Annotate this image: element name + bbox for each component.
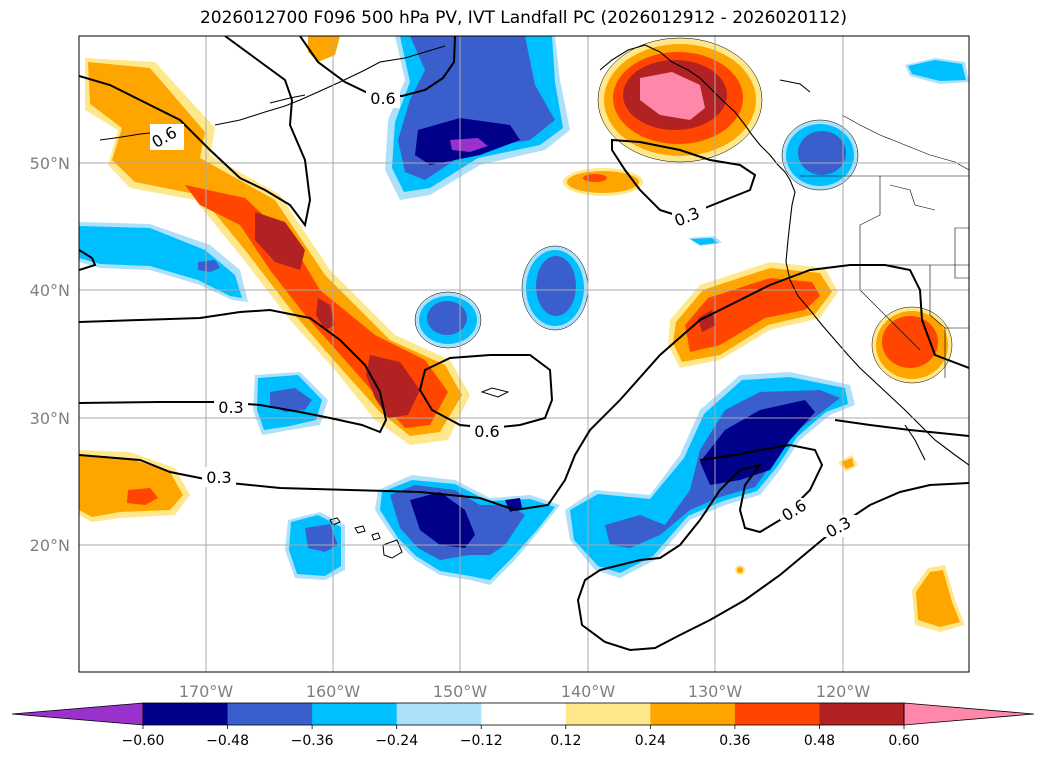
cool-blob-hawaii [375, 475, 560, 585]
contour-label: 0.3 [218, 398, 243, 417]
colorbar-segment [650, 703, 736, 725]
colorbar-segment [819, 703, 905, 725]
colorbar-segment [312, 703, 398, 725]
colorbar-tick-label: −0.24 [375, 733, 418, 749]
colorbar-tick-label: 0.36 [719, 733, 750, 749]
colorbar-segment [734, 703, 820, 725]
colorbar-tick-label: −0.12 [460, 733, 503, 749]
cool-blob-center-ellipses [415, 246, 588, 348]
colorbar-segment [481, 703, 567, 725]
lon-tick: 150°W [433, 682, 488, 701]
contour-label: 0.6 [474, 422, 499, 441]
colorbar-segment [396, 703, 482, 725]
contour-label-group: 0.6 0.6 0.3 0.3 0.3 0.6 0.6 0.3 [148, 88, 858, 542]
warm-blob-small-north [563, 168, 643, 196]
warm-blob-southeast [735, 455, 965, 632]
lon-tick: 120°W [816, 682, 871, 701]
colorbar-segment [565, 703, 651, 725]
cool-blob-northeast-small [688, 58, 969, 246]
lat-tick: 20°N [30, 536, 70, 555]
lon-tick: 160°W [306, 682, 361, 701]
gridlines [79, 36, 969, 672]
colorbar-extension-max [903, 702, 1035, 726]
cool-blob-lower-left [253, 372, 345, 580]
lon-axis: 170°W 160°W 150°W 140°W 130°W 120°W [179, 682, 871, 701]
borders [800, 114, 969, 378]
hawaii-islands [329, 387, 510, 559]
lat-tick: 30°N [30, 409, 70, 428]
lat-axis: 50°N 40°N 30°N 20°N [30, 154, 70, 555]
lon-tick: 140°W [561, 682, 616, 701]
contour-label: 0.3 [206, 468, 231, 487]
lat-tick: 50°N [30, 154, 70, 173]
colorbar-tick-label: 0.60 [888, 733, 919, 749]
warm-blob-california [668, 262, 838, 368]
contour-label: 0.6 [370, 89, 395, 108]
map-frame [78, 35, 970, 673]
lon-tick: 170°W [179, 682, 234, 701]
cool-blob-north-central [385, 36, 570, 200]
warm-blob-gulf-alaska [598, 38, 762, 162]
lat-tick: 40°N [30, 281, 70, 300]
warm-blob-northeast-top [308, 36, 340, 62]
colorbar-extension-min [11, 702, 144, 726]
pv-contours [79, 36, 969, 652]
colorbar-frame [142, 702, 905, 726]
coastlines [99, 44, 969, 466]
colorbar: −0.60 −0.48 −0.36 −0.24 −0.12 0.12 0.24 0.36 0.4… [11, 702, 1035, 749]
cool-blob-southeast-large [565, 372, 855, 578]
colorbar-tick-label: 0.24 [635, 733, 666, 749]
colorbar-tick-label: 0.48 [804, 733, 835, 749]
map-field [79, 36, 969, 672]
warm-band-diagonal [85, 58, 470, 445]
warm-blob-inland [872, 307, 952, 383]
colorbar-segment [227, 703, 313, 725]
colorbar-tick-label: −0.60 [122, 733, 165, 749]
lon-tick: 130°W [688, 682, 743, 701]
map-title: 2026012700 F096 500 hPa PV, IVT Landfall… [199, 8, 847, 28]
colorbar-tick-label: 0.12 [550, 733, 581, 749]
colorbar-tick-label: −0.36 [291, 733, 334, 749]
colorbar-segment [143, 703, 229, 725]
colorbar-tick-label: −0.48 [206, 733, 249, 749]
